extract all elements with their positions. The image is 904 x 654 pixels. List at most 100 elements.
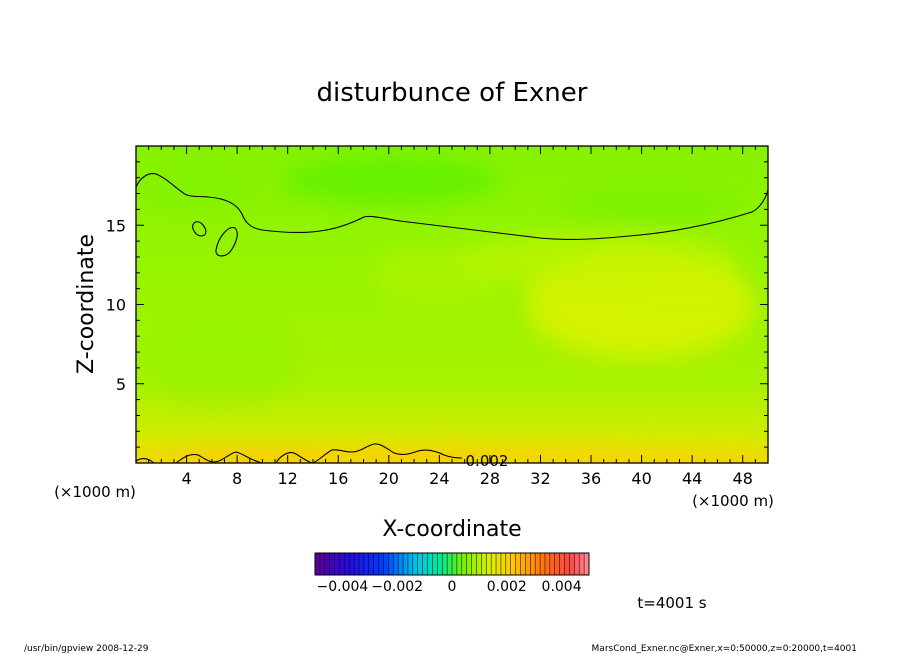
contour-lines xyxy=(136,173,768,463)
x-tick-labels: 4 8 12 16 20 24 28 32 36 40 44 48 xyxy=(181,469,752,488)
x-unit-right: (×1000 m) xyxy=(692,492,774,510)
colorbar-segment xyxy=(354,553,360,575)
colorbar-segment xyxy=(481,553,487,575)
colorbar-segment xyxy=(471,553,477,575)
colorbar-segment xyxy=(554,553,561,575)
low-blob-top-right xyxy=(560,187,740,223)
colorbar-segment xyxy=(569,553,575,575)
colorbar-segment xyxy=(334,553,340,575)
colorbar-segment xyxy=(520,553,526,575)
colorbar-segment xyxy=(393,553,399,575)
colorbar-segment xyxy=(373,553,380,575)
high-blob-upper-right xyxy=(460,232,740,288)
colorbar-segment xyxy=(324,553,331,575)
colorbar-segment xyxy=(427,553,433,575)
colorbar-segment xyxy=(515,553,521,575)
low-blob-top-left xyxy=(140,168,260,212)
colorbar-segment xyxy=(363,553,370,575)
colorbar-segment xyxy=(564,553,570,575)
heatmap-field xyxy=(136,146,768,463)
colorbar-segment xyxy=(437,553,443,575)
colorbar-segment xyxy=(403,553,409,575)
x-tick-label: 12 xyxy=(278,469,298,488)
colorbar-segment xyxy=(540,553,546,575)
colorbar-segment xyxy=(525,553,531,575)
x-tick-label: 16 xyxy=(328,469,348,488)
colorbar-labels: −0.004 −0.002 0 0.002 0.004 xyxy=(316,579,581,595)
colorbar-segment xyxy=(339,553,345,575)
colorbar-segment xyxy=(574,553,580,575)
chart-title: disturbunce of Exner xyxy=(317,78,588,108)
contour-upper xyxy=(136,173,768,240)
contour-bottom xyxy=(136,443,463,463)
footer-left: /usr/bin/gpview 2008-12-29 xyxy=(24,644,149,654)
colorbar-segment xyxy=(412,553,419,575)
colorbar-segment xyxy=(349,553,355,575)
colorbar-tick-label: −0.004 xyxy=(316,579,368,595)
x-tick-label: 24 xyxy=(429,469,449,488)
colorbar-segment xyxy=(359,553,365,575)
colorbar-segment xyxy=(388,553,394,575)
x-tick-label: 20 xyxy=(379,469,399,488)
x-axis-label: X-coordinate xyxy=(382,517,521,542)
colorbar-segment xyxy=(368,553,375,575)
colorbar-segment xyxy=(476,553,482,575)
colorbar-segment xyxy=(510,553,517,575)
colorbar-segment xyxy=(579,553,585,575)
colorbar-segment xyxy=(456,553,463,575)
x-tick-label: 8 xyxy=(232,469,242,488)
y-tick-label: 15 xyxy=(106,216,126,235)
colorbar-segment xyxy=(549,553,556,575)
low-blob-top-center xyxy=(280,155,500,205)
colorbar-segment xyxy=(559,553,565,575)
x-tick-label: 36 xyxy=(581,469,601,488)
high-blob-center xyxy=(370,245,510,305)
contour-label: 0.002 xyxy=(466,452,509,470)
colorbar-segment xyxy=(398,553,404,575)
colorbar-tick-label: 0 xyxy=(448,579,457,595)
x-tick-label: 4 xyxy=(181,469,191,488)
warm-spot-bottom-center xyxy=(340,448,500,463)
colorbar xyxy=(314,552,590,576)
colorbar-tick-label: −0.002 xyxy=(371,579,423,595)
colorbar-tick-label: 0.004 xyxy=(542,579,582,595)
colorbar-segment xyxy=(500,553,507,575)
colorbar-segment xyxy=(461,553,468,575)
colorbar-segment xyxy=(466,553,472,575)
x-unit-left: (×1000 m) xyxy=(54,483,136,501)
y-tick-label: 10 xyxy=(106,296,126,315)
colorbar-segment xyxy=(417,553,424,575)
time-label: t=4001 s xyxy=(637,594,706,612)
axis-ticks xyxy=(136,146,768,463)
footer-right: MarsCond_Exner.nc@Exner,x=0:50000,z=0:20… xyxy=(592,644,857,654)
x-tick-label: 40 xyxy=(631,469,651,488)
colorbar-tick-label: 0.002 xyxy=(487,579,527,595)
colorbar-segment xyxy=(584,553,590,575)
mid-blob-left xyxy=(140,315,300,405)
colorbar-segment xyxy=(505,553,512,575)
x-tick-label: 32 xyxy=(530,469,550,488)
colorbar-segment xyxy=(319,553,326,575)
x-tick-label: 28 xyxy=(480,469,500,488)
colorbar-segment xyxy=(496,553,502,575)
colorbar-segment xyxy=(329,553,335,575)
y-tick-labels: 5 10 15 xyxy=(106,216,126,394)
contour-closed-a xyxy=(192,221,207,237)
colorbar-segment xyxy=(530,553,536,575)
x-tick-label: 48 xyxy=(733,469,753,488)
colorbar-segment xyxy=(378,553,384,575)
colorbar-segment xyxy=(315,553,321,575)
x-tick-label: 44 xyxy=(682,469,702,488)
colorbar-segment xyxy=(544,553,551,575)
colorbar-segment xyxy=(344,553,350,575)
colorbar-segment xyxy=(486,553,492,575)
contour-closed-b xyxy=(215,227,238,257)
colorbar-segment xyxy=(447,553,453,575)
colorbar-segment xyxy=(535,553,541,575)
y-axis-label: Z-coordinate xyxy=(74,234,99,374)
colorbar-segment xyxy=(442,553,448,575)
colorbar-segment xyxy=(452,553,458,575)
colorbar-segment xyxy=(407,553,414,575)
colorbar-segment xyxy=(383,553,389,575)
